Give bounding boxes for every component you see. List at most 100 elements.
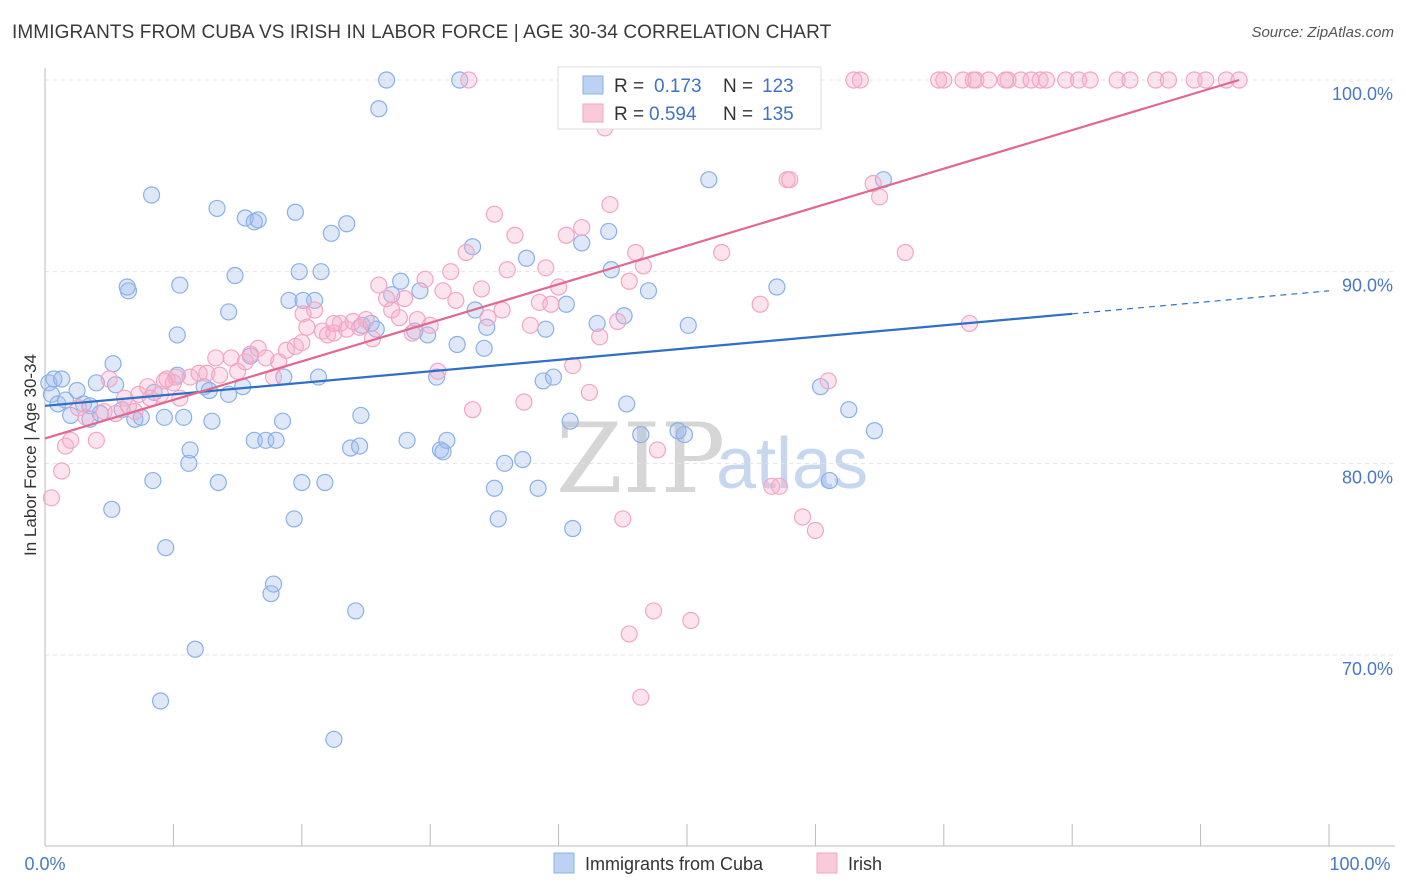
cuba-point-49 [293,473,311,492]
cuba-point-66 [377,71,396,89]
gridlines: 70.0% 80.0% 90.0% 100.0% [45,79,1394,679]
irish-point-64 [479,309,497,327]
watermark-zip: ZIP [556,403,725,515]
irish-point-109 [896,243,914,262]
irish-point-36 [293,333,311,352]
chart-title: IMMIGRANTS FROM CUBA VS IRISH IN LABOR F… [12,22,832,43]
cuba-point-54 [316,473,334,492]
irish-point-44 [344,312,362,331]
cuba-point-46 [280,291,298,310]
cuba-point-86 [514,450,532,469]
irish-point-67 [498,261,516,279]
cuba-point-60 [350,437,369,455]
cuba-point-74 [431,441,450,459]
cuba-point-4 [53,370,71,388]
irish-point-46 [357,310,375,329]
bottom-legend-swatch-irish [816,852,838,874]
irish-point-131 [964,71,982,89]
watermark: ZIP atlas [556,403,868,515]
cuba-point-87 [517,249,536,267]
irish-point-25 [211,366,229,384]
cuba-point-104 [669,422,687,440]
cuba-point-55 [322,224,340,242]
irish-point-72 [537,259,555,277]
cuba-point-32 [220,303,238,321]
cuba-point-96 [588,314,606,333]
cuba-point-114 [118,278,136,296]
cuba-point-42 [264,575,283,593]
irish-point-120 [1081,71,1099,89]
irish-point-1 [53,462,71,480]
irish-point-99 [751,295,769,313]
cuba-point-50 [286,203,304,221]
legend-r-value-irish: 0.594 [649,104,697,125]
bottom-legend: Immigrants from Cuba Irish [553,852,882,874]
irish-point-3 [62,431,80,449]
irish-point-60 [447,291,465,310]
cuba-point-118 [103,500,121,518]
legend-n-value-cuba: 123 [762,76,794,97]
legend-swatch-cuba [582,75,604,95]
irish-point-145 [781,171,799,189]
irish-point-77 [573,218,591,237]
irish-point-52 [395,289,414,308]
irish-point-103 [793,508,812,526]
cuba-point-94 [564,519,582,538]
irish-point-58 [434,282,452,300]
x-tick-label-min: 0.0% [24,854,65,874]
irish-point-137 [645,602,663,620]
irish-point-126 [1197,71,1215,89]
irish-point-122 [1121,71,1139,89]
irish-point-118 [1057,71,1075,89]
cuba-point-47 [285,510,303,528]
cuba-point-116 [151,692,170,710]
irish-point-5 [77,408,95,426]
irish-point-63 [472,280,491,298]
top-legend: R = 0.173 N = 123 R = 0.594 N = 135 [557,66,822,130]
cuba-point-30 [209,473,227,492]
cuba-point-91 [544,368,563,386]
cuba-point-77 [448,335,466,354]
legend-n-label-cuba: N = [723,76,753,97]
cuba-point-53 [312,263,330,281]
irish-point-69 [515,393,533,411]
cuba-point-61 [352,406,370,425]
cuba-point-121 [171,276,189,294]
series-cuba-points [40,71,893,748]
irish-point-105 [819,372,837,390]
trend-lines [44,78,1330,440]
cuba-point-97 [600,222,618,241]
irish-point-70 [521,316,539,334]
cuba-point-99 [615,307,633,325]
cuba-point-20 [155,408,174,426]
legend-swatch-irish [582,103,604,123]
irish-point-61 [457,243,475,262]
irish-point-42 [331,314,349,333]
cuba-point-93 [561,412,579,430]
irish-point-110 [935,71,953,89]
irish-point-134 [460,71,478,89]
cuba-trend-extension [1072,290,1330,315]
irish-point-139 [648,441,667,459]
irish-point-62 [463,401,482,419]
cuba-point-56 [325,730,343,748]
irish-point-121 [1108,71,1126,89]
cuba-point-43 [267,431,285,449]
legend-r-label-irish: R = [614,104,644,125]
irish-point-21 [181,368,199,386]
cuba-point-68 [392,272,410,290]
cuba-point-117 [186,640,204,658]
cuba-point-69 [398,431,416,449]
cuba-point-101 [632,425,650,444]
irish-point-75 [557,226,575,244]
irish-point-138 [682,611,700,630]
cuba-point-48 [290,263,308,281]
y-tick-label-80: 80.0% [1342,467,1393,487]
cuba-point-57 [338,215,356,233]
irish-point-142 [155,372,174,390]
irish-point-135 [620,625,638,643]
irish-point-141 [325,314,343,333]
legend-n-value-irish: 135 [762,104,794,125]
irish-point-143 [294,305,312,323]
